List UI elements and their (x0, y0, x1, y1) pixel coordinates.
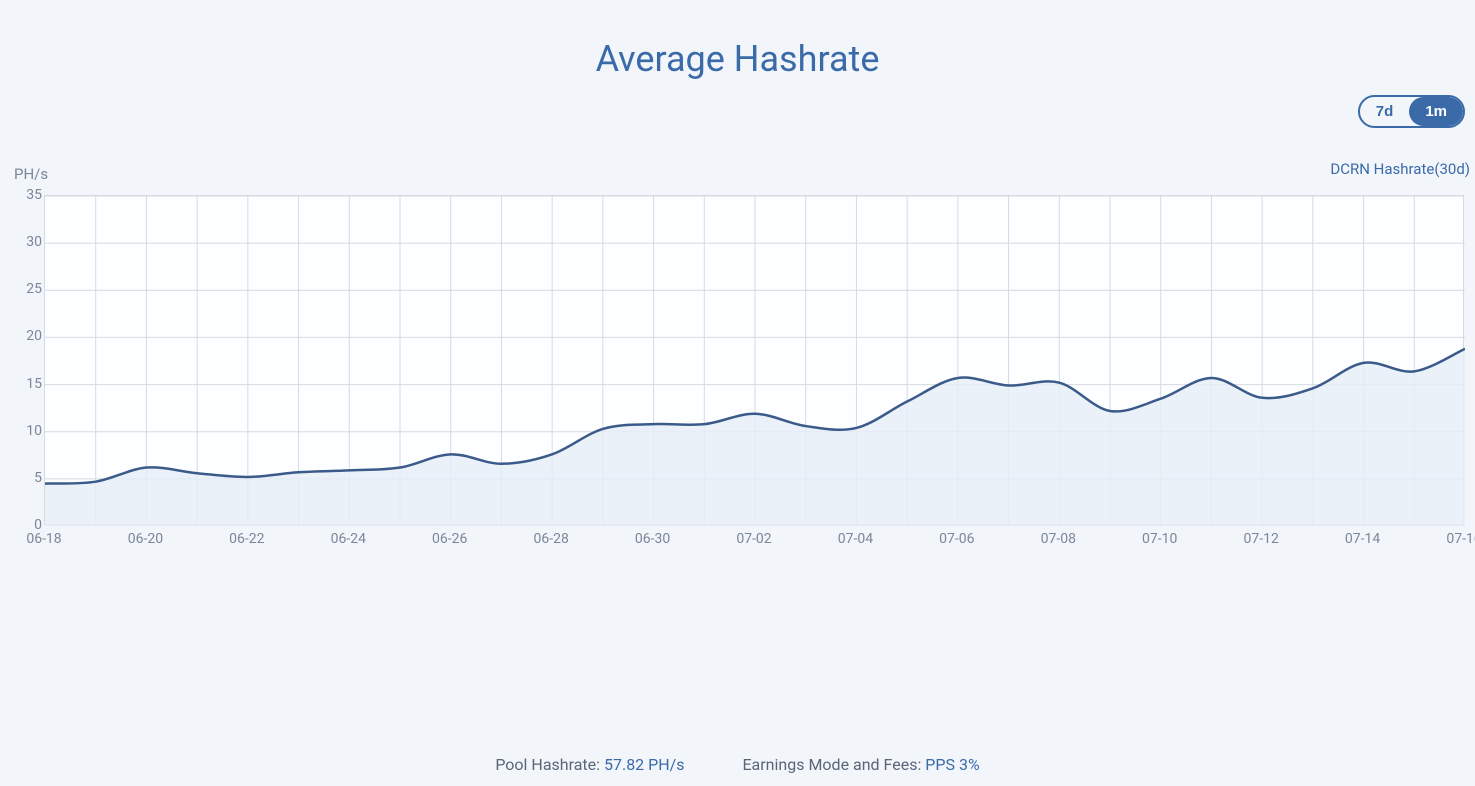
y-tick-label: 35 (18, 187, 42, 203)
y-tick-label: 5 (18, 470, 42, 486)
pool-hashrate-label: Pool Hashrate: (495, 755, 604, 774)
x-tick-label: 07-10 (1142, 531, 1177, 547)
x-tick-label: 06-28 (533, 531, 568, 547)
y-tick-label: 25 (18, 281, 42, 297)
y-tick-label: 15 (18, 376, 42, 392)
legend-label: DCRN Hashrate(30d) (1330, 160, 1470, 178)
x-tick-label: 07-08 (1041, 531, 1076, 547)
x-tick-label: 07-06 (939, 531, 974, 547)
y-tick-label: 20 (18, 328, 42, 344)
x-tick-label: 07-02 (736, 531, 771, 547)
x-tick-label: 07-16 (1446, 531, 1475, 547)
footer-stats: Pool Hashrate: 57.82 PH/s Earnings Mode … (0, 755, 1475, 774)
x-tick-label: 07-12 (1243, 531, 1278, 547)
x-tick-label: 06-30 (635, 531, 670, 547)
chart-plot-area[interactable] (44, 195, 1464, 525)
fees-value: PPS 3% (925, 755, 979, 774)
toggle-7d[interactable]: 7d (1360, 97, 1410, 126)
x-tick-label: 07-04 (838, 531, 873, 547)
page-title: Average Hashrate (0, 0, 1475, 80)
x-tick-label: 07-14 (1345, 531, 1380, 547)
x-tick-label: 06-24 (331, 531, 366, 547)
y-tick-label: 10 (18, 423, 42, 439)
toggle-1m[interactable]: 1m (1409, 97, 1463, 126)
x-tick-label: 06-18 (26, 531, 61, 547)
y-tick-label: 30 (18, 234, 42, 250)
time-range-toggle: 7d 1m (1358, 95, 1465, 128)
x-tick-label: 06-22 (229, 531, 264, 547)
pool-hashrate-value: 57.82 PH/s (604, 755, 685, 774)
chart-wrap: 0510152025303506-1806-2006-2206-2406-260… (14, 195, 1464, 555)
hashrate-chart-svg (45, 196, 1465, 526)
fees-label: Earnings Mode and Fees: (742, 755, 925, 774)
y-axis-unit: PH/s (14, 165, 48, 183)
x-tick-label: 06-20 (128, 531, 163, 547)
chart-container: Average Hashrate 7d 1m DCRN Hashrate(30d… (0, 0, 1475, 786)
x-tick-label: 06-26 (432, 531, 467, 547)
